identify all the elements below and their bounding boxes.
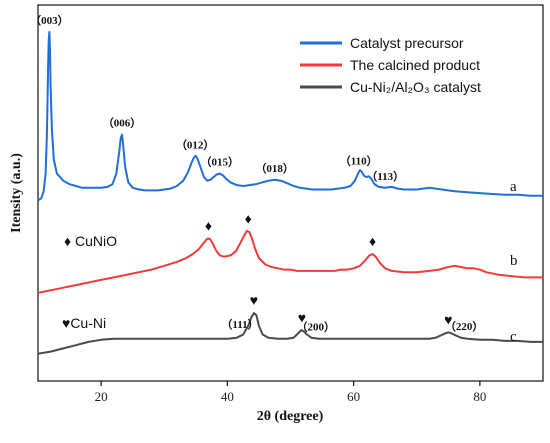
series-line-c	[37, 312, 543, 355]
peak-label-0: （003）	[30, 14, 69, 27]
annotation-layer: （003） （006） （012） （015） （018） （110） （113） （111）…	[30, 14, 483, 333]
peak-label-6: （113）	[366, 170, 404, 183]
peak-marker-4: ♥	[298, 309, 306, 325]
ticks-layer: 20 40 60 80	[95, 381, 486, 404]
x-tick-label-20: 20	[95, 389, 108, 404]
y-axis-title: Itensity (a.u.)	[9, 153, 24, 233]
peak-label-8: （200）	[297, 320, 336, 333]
phase-annotation-cuni: ♥Cu-Ni	[62, 315, 106, 331]
plot-frame	[37, 4, 544, 382]
peak-label-3: （015）	[201, 156, 240, 169]
series-layer	[37, 31, 543, 355]
peak-marker-2: ♦	[369, 233, 376, 249]
legend-label-calcined-product: The calcined product	[350, 57, 480, 73]
peak-label-5: （110）	[340, 154, 378, 167]
x-axis-title: 2θ (degree)	[257, 409, 324, 424]
peak-label-4: （018）	[255, 162, 294, 175]
legend: Catalyst precursor The calcined product …	[300, 35, 481, 95]
peak-label-9: （220）	[445, 320, 484, 333]
x-tick-label-80: 80	[473, 389, 486, 404]
peak-marker-3: ♥	[250, 292, 258, 308]
peak-marker-1: ♦	[245, 211, 252, 227]
peak-label-2: （012）	[176, 139, 215, 152]
peak-label-7: （111）	[221, 318, 258, 331]
series-letter-a: a	[510, 179, 517, 195]
series-line-b	[37, 229, 543, 294]
peak-marker-5: ♥	[444, 311, 452, 327]
x-tick-label-60: 60	[347, 389, 360, 404]
series-letter-b: b	[510, 253, 518, 269]
phase-annotation-cunio: ♦ CuNiO	[64, 233, 117, 249]
peak-marker-0: ♦	[205, 218, 212, 234]
series-line-a	[37, 31, 543, 202]
legend-label-catalyst-precursor: Catalyst precursor	[350, 35, 464, 51]
peak-label-1: （006）	[103, 117, 142, 130]
x-tick-label-40: 40	[221, 389, 234, 404]
series-letter-c: c	[510, 329, 517, 345]
legend-label-cu-ni-catalyst: Cu-Ni₂/Al₂O₃ catalyst	[350, 79, 481, 95]
